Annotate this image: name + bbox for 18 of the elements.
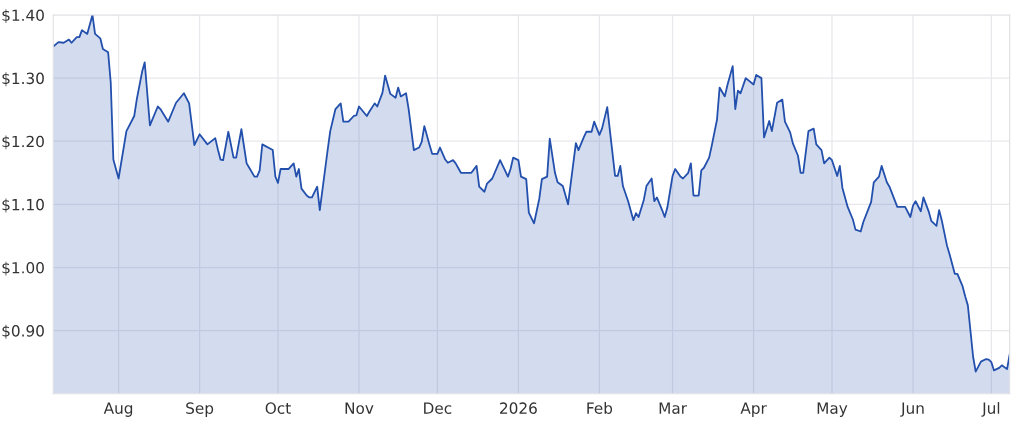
x-tick-label: Apr — [740, 402, 767, 417]
y-tick-label: $1.00 — [2, 261, 44, 276]
x-tick-label: Dec — [424, 402, 452, 414]
x-tick-label: Oct — [265, 402, 291, 414]
y-tick-label: $1.40 — [2, 9, 44, 24]
x-tick-label: Feb — [587, 402, 613, 414]
x-tick-label: Sep — [186, 402, 214, 417]
x-tick-label: Nov — [345, 402, 374, 414]
y-tick-label: $1.10 — [2, 198, 44, 213]
x-tick-label: Jul — [981, 402, 1000, 417]
y-tick-label: $0.90 — [2, 324, 44, 339]
x-tick-label: Mar — [659, 402, 687, 414]
x-tick-label: May — [817, 402, 848, 417]
y-tick-label: $1.20 — [2, 135, 44, 150]
x-tick-label: Jun — [900, 402, 924, 417]
y-tick-label: $1.30 — [2, 72, 44, 87]
x-tick-label: Aug — [103, 402, 133, 417]
x-tick-label: 2026 — [500, 402, 537, 414]
